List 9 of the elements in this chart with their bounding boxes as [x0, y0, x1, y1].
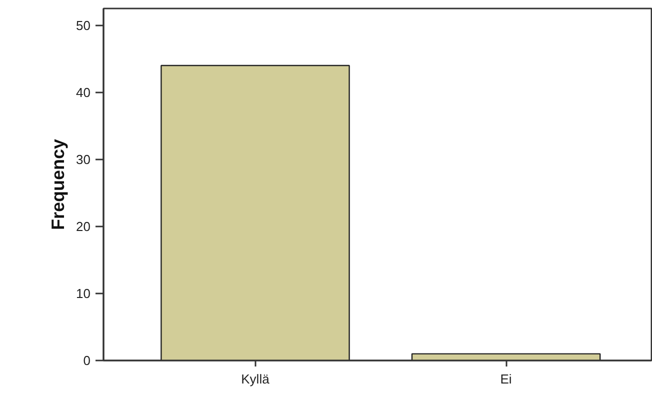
y-axis-title: Frequency [48, 138, 68, 230]
x-tick-label: Kyllä [241, 372, 270, 386]
x-tick-label: Ei [500, 372, 512, 386]
y-tick-label: 10 [76, 286, 91, 301]
y-tick-label: 20 [76, 218, 91, 234]
y-tick-label: 30 [76, 152, 91, 167]
y-tick-label: 0 [83, 353, 91, 368]
y-tick-label: 40 [76, 84, 91, 100]
y-tick-label: 50 [76, 18, 91, 33]
